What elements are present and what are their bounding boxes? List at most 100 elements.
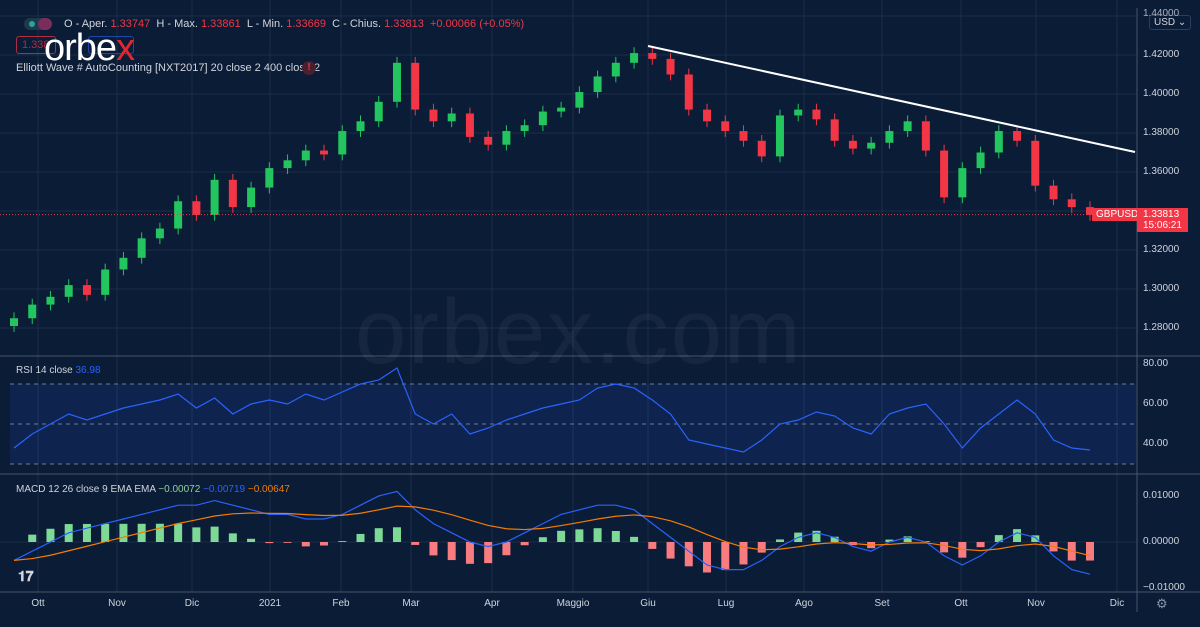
macd-histogram-bar [228, 533, 237, 542]
candle [775, 115, 784, 157]
macd-histogram-bar [611, 530, 620, 542]
macd-histogram-bar [1031, 535, 1040, 542]
macd-histogram-bar [210, 526, 219, 542]
macd-legend: MACD 12 26 close 9 EMA EMA −0.00072 −0.0… [16, 484, 290, 495]
time-tick-label: Giu [640, 598, 656, 609]
candle [958, 168, 967, 198]
macd-histogram-bar [174, 523, 183, 542]
price-tick-label: 1.38000 [1143, 127, 1180, 138]
change-value: +0.00066 (+0.05%) [429, 18, 525, 30]
candle [721, 121, 730, 132]
candle [684, 74, 693, 110]
candle [903, 121, 912, 132]
candle [994, 131, 1003, 153]
candle [374, 101, 383, 122]
time-tick-label: Ott [31, 598, 45, 609]
rsi-tick-label: 80.00 [1143, 358, 1169, 369]
macd-histogram-bar [447, 542, 456, 561]
macd-histogram-bar [301, 542, 310, 547]
macd-histogram-bar [757, 542, 766, 553]
high-value: 1.33861 [201, 18, 241, 30]
candle [64, 285, 73, 297]
low-label: L - Min. [246, 18, 284, 30]
candle [338, 131, 347, 155]
settings-gear-icon[interactable]: ⚙ [1156, 596, 1168, 611]
macd-histogram-bar [392, 527, 401, 542]
macd-tick-label: 0.01000 [1143, 490, 1180, 501]
chevron-down-icon: ⌄ [1177, 17, 1187, 28]
macd-histogram-bar [593, 528, 602, 542]
close-value: 1.33813 [384, 18, 424, 30]
candle [265, 168, 274, 188]
time-tick-label: Dic [184, 598, 200, 609]
macd-histogram-bar [82, 523, 91, 542]
candle [703, 109, 712, 122]
time-tick-label: Ott [954, 598, 968, 609]
macd-histogram-bar [155, 523, 164, 542]
price-tick-label: 1.30000 [1143, 283, 1180, 294]
price-tick-label: 1.44000 [1143, 8, 1180, 19]
macd-histogram-bar [538, 537, 547, 542]
macd-histogram-bar [575, 529, 584, 542]
candle [885, 131, 894, 143]
candle [356, 121, 365, 132]
currency-button[interactable]: USD ⌄ [1149, 15, 1192, 30]
macd-histogram-bar [1013, 529, 1022, 542]
candle [46, 296, 55, 305]
macd-histogram-bar [247, 538, 256, 542]
macd-histogram-bar [192, 527, 201, 542]
macd-histogram-bar [338, 541, 347, 542]
last-price: 1.33813 [1143, 209, 1180, 220]
indicator-label: Elliott Wave # AutoCounting [NXT2017] 20… [16, 62, 321, 74]
orbex-logo: orbex [44, 27, 135, 69]
time-tick-label: Nov [108, 598, 126, 609]
macd-histogram-bar [520, 542, 529, 546]
candle [301, 150, 310, 161]
trendline [647, 45, 1136, 153]
rsi-label: RSI 14 close [16, 365, 73, 376]
candle [411, 62, 420, 110]
macd-histogram-bar [994, 535, 1003, 542]
macd-histogram-bar [484, 542, 493, 564]
sell-button[interactable]: 1.338 [16, 36, 56, 54]
macd-histogram-bar [666, 542, 675, 559]
candle [447, 113, 456, 122]
macd-histogram-bar [1086, 542, 1094, 561]
rsi-tick-label: 40.00 [1143, 438, 1169, 449]
candle [666, 58, 675, 75]
macd-histogram-bar [28, 534, 37, 542]
candle [320, 150, 329, 155]
time-tick-label: Maggio [556, 598, 590, 609]
candle [1086, 207, 1094, 215]
macd-histogram-bar [775, 539, 784, 542]
candle [757, 140, 766, 157]
buy-button[interactable] [88, 36, 134, 54]
open-label: O - Aper. [64, 18, 108, 30]
warning-icon[interactable]: ! [302, 61, 316, 75]
macd-histogram-bar [557, 530, 566, 542]
macd-histogram-bar [320, 542, 329, 546]
candle [119, 257, 128, 270]
ohlc-legend: O - Aper. 1.33747 H - Max. 1.33861 L - M… [64, 18, 524, 30]
candle [10, 318, 18, 327]
macd-tick-label: −0.01000 [1143, 582, 1185, 593]
signal-value: −0.00647 [247, 484, 290, 495]
candle [484, 136, 493, 145]
macd-histogram-bar [812, 530, 821, 542]
candle [630, 53, 639, 63]
price-tick-label: 1.36000 [1143, 166, 1180, 177]
macd-histogram-bar [101, 523, 110, 542]
macd-tick-label: 0.00000 [1143, 536, 1180, 547]
macd-histogram-bar [684, 542, 693, 567]
macd-histogram-bar [630, 536, 639, 542]
visibility-toggle[interactable] [24, 18, 52, 30]
watermark: orbex.com [355, 280, 803, 385]
candle [976, 152, 985, 169]
candle [794, 109, 803, 116]
currency-label: USD [1154, 17, 1176, 28]
candle [502, 131, 511, 145]
macd-line [13, 490, 1091, 575]
candle [101, 269, 110, 295]
time-tick-label: Dic [1109, 598, 1125, 609]
